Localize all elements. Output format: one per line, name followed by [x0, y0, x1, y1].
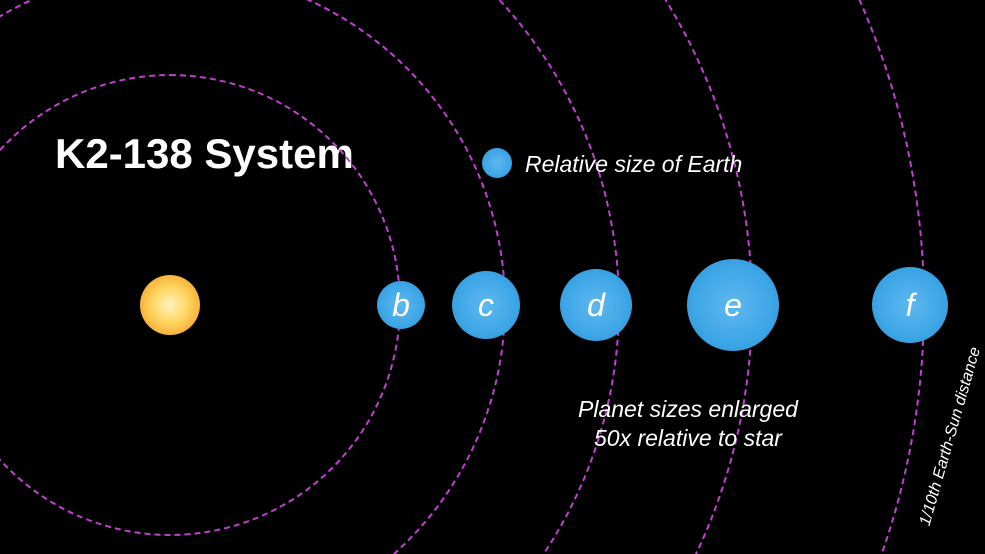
- planet-label-b: b: [392, 287, 410, 324]
- enlarge-caption-line1: Planet sizes enlarged: [578, 395, 798, 424]
- planet-label-f: f: [906, 287, 915, 324]
- enlarge-caption-line2: 50x relative to star: [578, 424, 798, 453]
- planet-c: c: [452, 271, 520, 339]
- host-star: [140, 275, 200, 335]
- planet-label-d: d: [587, 287, 605, 324]
- diagram-stage: K2-138 System Relative size of Earth b c…: [0, 0, 985, 554]
- planet-e: e: [687, 259, 779, 351]
- planet-f: f: [872, 267, 948, 343]
- planet-d: d: [560, 269, 632, 341]
- earth-legend-circle: [482, 148, 512, 178]
- planet-label-e: e: [724, 287, 742, 324]
- earth-legend-label: Relative size of Earth: [525, 150, 742, 179]
- enlarge-caption: Planet sizes enlarged 50x relative to st…: [578, 395, 798, 453]
- distance-label: 1/10th Earth-Sun distance: [917, 345, 985, 528]
- orbit-5: [0, 0, 925, 554]
- planet-b: b: [377, 281, 425, 329]
- planet-label-c: c: [478, 287, 494, 324]
